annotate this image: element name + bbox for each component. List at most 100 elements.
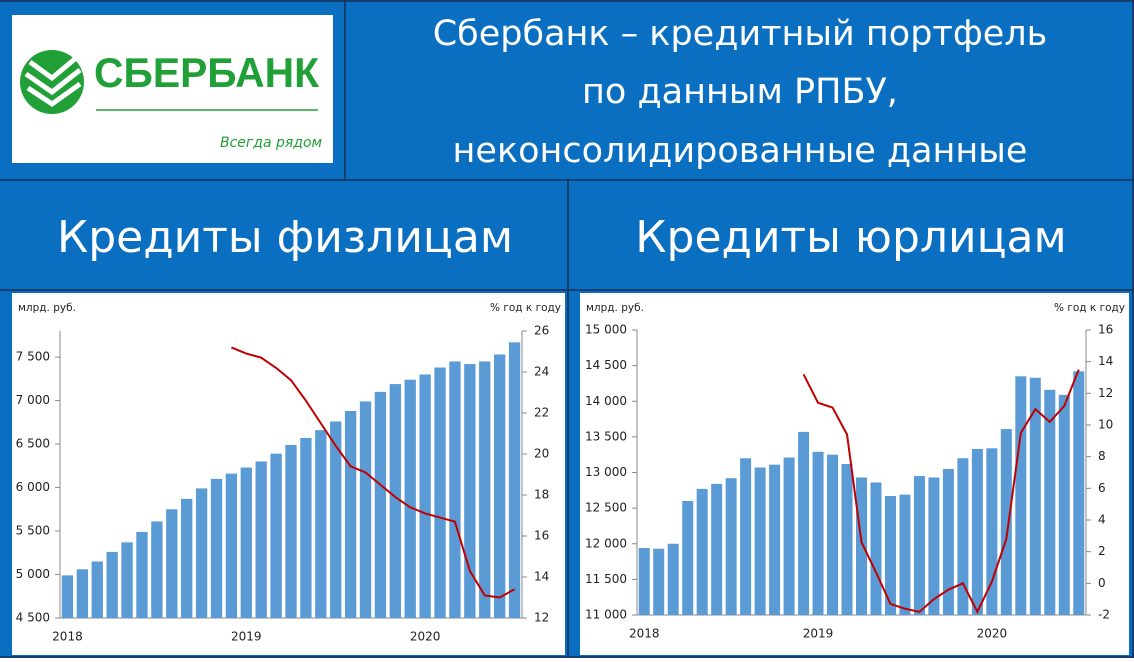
y2-tick-label: 2 xyxy=(1098,544,1106,558)
bar xyxy=(725,478,737,615)
bar xyxy=(1000,429,1012,615)
panel-heading: Кредиты юрлицам xyxy=(635,212,1066,263)
y-tick-label: 5 500 xyxy=(16,524,50,538)
bar xyxy=(76,569,89,618)
line xyxy=(231,346,516,599)
bar xyxy=(855,477,868,615)
bar xyxy=(798,431,810,615)
y2-tick-label: 12 xyxy=(1098,386,1113,400)
y2-tick-label: 16 xyxy=(1098,323,1113,337)
y2-tick-label: 14 xyxy=(534,570,549,584)
y2-axis-label: % год к году xyxy=(490,302,561,314)
bar xyxy=(61,575,74,618)
y2-tick-label: 26 xyxy=(534,324,549,338)
bar xyxy=(330,421,342,618)
y-tick-label: 6 500 xyxy=(16,437,50,451)
y2-tick-label: 4 xyxy=(1098,513,1106,527)
bar xyxy=(225,473,238,618)
y2-axis-label: % год к году xyxy=(1054,302,1125,314)
y-axis-label: млрд. руб. xyxy=(586,302,644,314)
bar xyxy=(181,498,193,618)
bar xyxy=(508,342,521,618)
bar xyxy=(404,379,416,618)
y2-tick-label: 22 xyxy=(534,406,549,420)
y-tick-label: 5 000 xyxy=(16,567,50,581)
line xyxy=(802,369,1080,615)
bar xyxy=(419,374,431,618)
bar xyxy=(913,476,925,615)
bar xyxy=(986,448,998,615)
bar xyxy=(151,521,163,618)
title-line: по данным РПБУ, xyxy=(582,72,898,112)
bar xyxy=(1073,371,1085,615)
bar xyxy=(166,509,178,618)
x-tick-label: 2019 xyxy=(803,627,834,641)
bar xyxy=(841,463,853,615)
bar xyxy=(740,458,752,615)
logo-name: СБЕРБАНК xyxy=(94,49,319,96)
bar xyxy=(711,483,723,615)
bar xyxy=(493,354,506,618)
y2-tick-label: 10 xyxy=(1098,418,1113,432)
bar xyxy=(449,361,461,618)
logo: СБЕРБАНК Всегда рядом xyxy=(12,15,333,163)
bar xyxy=(884,496,896,615)
y-tick-label: 12 500 xyxy=(585,501,627,515)
bar xyxy=(667,543,679,615)
bar xyxy=(210,478,223,618)
bar xyxy=(899,494,911,615)
y2-tick-label: 16 xyxy=(534,529,549,543)
y2-tick-label: 24 xyxy=(534,365,549,379)
bar xyxy=(315,430,327,618)
bar xyxy=(812,451,824,615)
y2-tick-label: 0 xyxy=(1098,576,1106,590)
x-tick-label: 2020 xyxy=(410,630,441,644)
bar xyxy=(928,477,940,615)
y-tick-label: 13 000 xyxy=(585,465,627,479)
bar xyxy=(971,448,983,615)
y-tick-label: 6 000 xyxy=(16,480,50,494)
bar xyxy=(121,542,133,618)
bar xyxy=(653,548,665,615)
bar xyxy=(783,457,795,615)
y2-tick-label: -2 xyxy=(1098,608,1110,622)
bar xyxy=(827,454,839,615)
x-tick-label: 2018 xyxy=(629,627,660,641)
y-tick-label: 13 500 xyxy=(585,429,627,443)
bar xyxy=(91,561,103,618)
bar xyxy=(479,361,491,618)
title: Сбербанк – кредитный портфель по данным … xyxy=(433,14,1048,171)
y-tick-label: 12 000 xyxy=(585,536,627,550)
y-tick-label: 7 000 xyxy=(16,393,50,407)
y-tick-label: 4 500 xyxy=(16,611,50,625)
panel-heading: Кредиты физлицам xyxy=(57,212,513,263)
bar xyxy=(769,464,781,615)
bar xyxy=(285,444,297,618)
x-tick-label: 2020 xyxy=(977,627,1008,641)
bar xyxy=(638,548,650,615)
bar xyxy=(136,531,148,618)
bar xyxy=(344,411,357,618)
bar xyxy=(942,468,954,615)
bar xyxy=(1029,377,1041,615)
bar xyxy=(464,364,476,618)
bar xyxy=(1015,376,1027,615)
title-line: Сбербанк – кредитный портфель xyxy=(433,14,1048,54)
bar xyxy=(270,453,282,618)
bar xyxy=(240,467,252,618)
bar xyxy=(754,467,766,615)
y-tick-label: 14 000 xyxy=(585,394,627,408)
bar xyxy=(300,437,312,618)
bar xyxy=(1058,394,1070,615)
bar xyxy=(359,401,372,618)
bar xyxy=(106,551,118,618)
y-tick-label: 14 500 xyxy=(585,358,627,372)
y2-tick-label: 20 xyxy=(534,447,549,461)
title-line: неконсолидированные данные xyxy=(453,131,1028,171)
x-tick-label: 2019 xyxy=(231,630,262,644)
y2-tick-label: 18 xyxy=(534,488,549,502)
y2-tick-label: 6 xyxy=(1098,481,1106,495)
bar xyxy=(957,458,969,615)
